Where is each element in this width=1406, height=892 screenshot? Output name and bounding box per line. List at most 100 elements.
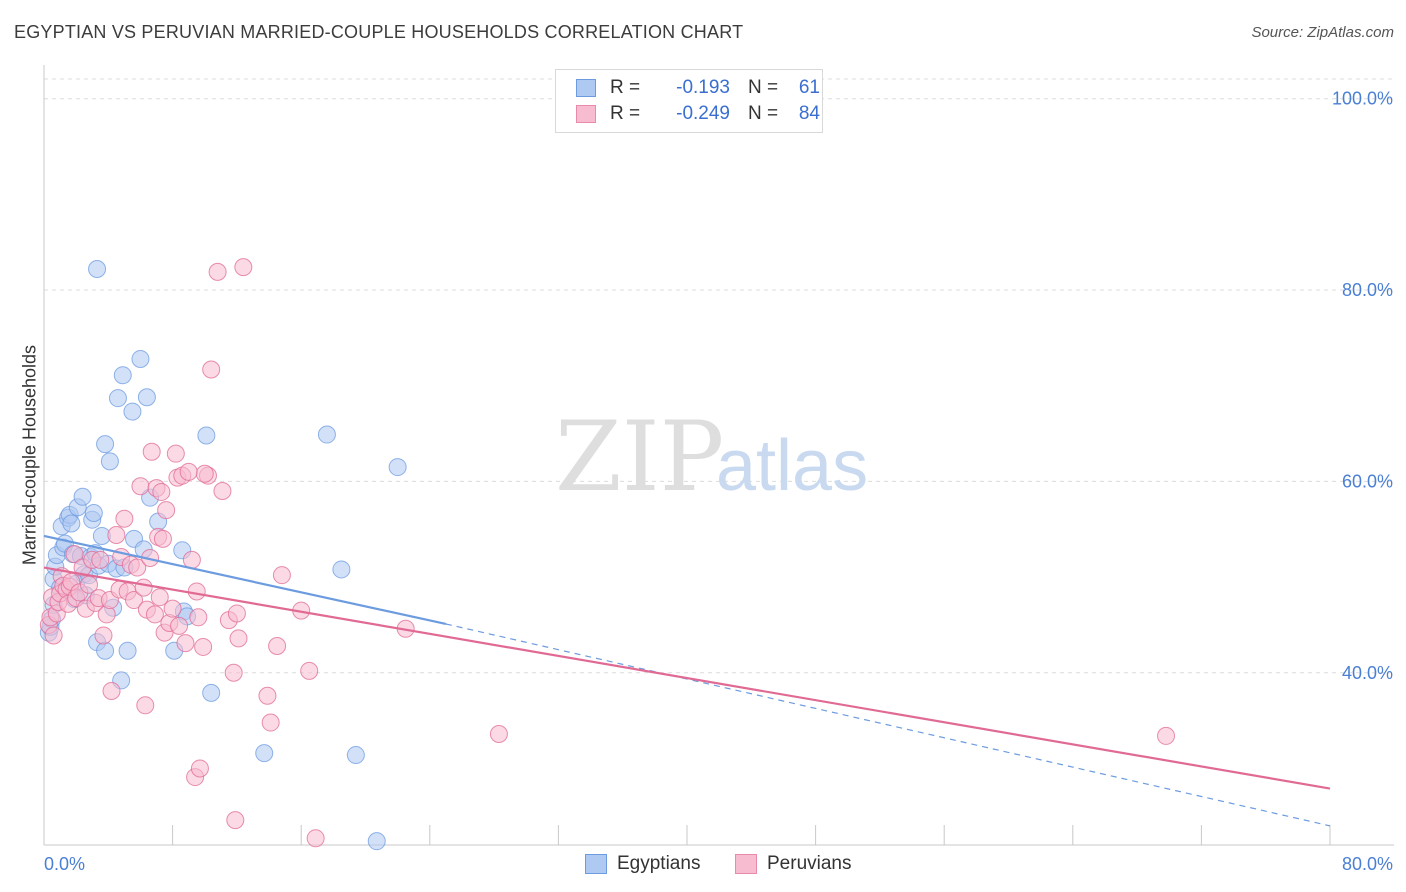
watermark-zip: ZIP xyxy=(555,401,724,513)
y-tick-label: 80.0% xyxy=(1342,280,1393,300)
legend-n-label: N = xyxy=(748,103,779,124)
bottom-legend-label: Peruvians xyxy=(767,853,852,874)
legend-row-peruvians: R = -0.249 N = 84 xyxy=(576,102,820,126)
tick-labels: 40.0% 60.0% 80.0% 100.0% 0.0% 80.0% xyxy=(44,89,1393,874)
point-peruvians xyxy=(142,442,161,461)
chart-title: EGYPTIAN VS PERUVIAN MARRIED-COUPLE HOUS… xyxy=(14,22,744,42)
bottom-legend-egyptians: Egyptians xyxy=(585,852,700,876)
data-points xyxy=(39,258,1176,851)
point-peruvians xyxy=(224,663,243,682)
legend-swatch-egyptians xyxy=(576,79,596,97)
point-peruvians xyxy=(195,464,214,483)
point-egyptians xyxy=(96,435,115,454)
point-peruvians xyxy=(102,681,121,700)
point-peruvians xyxy=(227,604,246,623)
point-egyptians xyxy=(113,366,132,385)
point-peruvians xyxy=(176,634,195,653)
legend-swatch-peruvians xyxy=(576,105,596,123)
point-peruvians xyxy=(166,444,185,463)
trend-line-peruvians xyxy=(43,566,1331,790)
point-egyptians xyxy=(317,425,336,444)
point-peruvians xyxy=(157,501,176,520)
point-peruvians xyxy=(179,462,198,481)
point-peruvians xyxy=(226,811,245,830)
trend-lines xyxy=(43,534,1331,827)
point-egyptians xyxy=(108,389,127,408)
point-egyptians xyxy=(96,641,115,660)
point-peruvians xyxy=(268,636,287,655)
legend-r-label: R = xyxy=(610,103,641,124)
point-peruvians xyxy=(170,616,189,635)
legend-r-label: R = xyxy=(610,77,641,98)
point-egyptians xyxy=(332,560,351,579)
point-egyptians xyxy=(84,503,103,522)
point-peruvians xyxy=(153,529,172,548)
bottom-legend-swatch-egyptians xyxy=(585,854,607,874)
point-peruvians xyxy=(134,578,153,597)
bottom-legend-peruvians: Peruvians xyxy=(735,852,852,876)
point-egyptians xyxy=(255,744,274,763)
point-peruvians xyxy=(1157,726,1176,745)
point-peruvians xyxy=(213,481,232,500)
x-tick-label: 0.0% xyxy=(44,854,85,874)
y-tick-label: 40.0% xyxy=(1342,663,1393,683)
point-peruvians xyxy=(489,725,508,744)
point-egyptians xyxy=(88,260,107,279)
legend-n-value: 61 xyxy=(798,77,820,98)
watermark-atlas: atlas xyxy=(716,426,868,506)
point-egyptians xyxy=(137,388,156,407)
axes xyxy=(43,65,1394,846)
watermark: ZIP atlas xyxy=(555,401,868,513)
point-peruvians xyxy=(115,509,134,528)
point-peruvians xyxy=(234,258,253,277)
y-tick-label: 100.0% xyxy=(1332,89,1393,109)
point-egyptians xyxy=(118,641,137,660)
legend-n-label: N = xyxy=(748,77,779,98)
chart-source: Source: ZipAtlas.com xyxy=(1251,24,1394,41)
point-peruvians xyxy=(152,482,171,501)
point-peruvians xyxy=(128,558,147,577)
point-peruvians xyxy=(65,545,84,564)
correlation-legend: R = -0.193 N = 61 R = -0.249 N = 84 xyxy=(555,69,823,133)
point-egyptians xyxy=(367,832,386,851)
point-peruvians xyxy=(125,591,144,610)
point-peruvians xyxy=(91,550,110,569)
point-egyptians xyxy=(62,514,81,533)
grid-lines xyxy=(44,78,1394,674)
point-peruvians xyxy=(145,605,164,624)
point-peruvians xyxy=(202,360,221,379)
point-egyptians xyxy=(73,487,92,506)
point-peruvians xyxy=(261,713,280,732)
point-peruvians xyxy=(272,566,291,585)
point-egyptians xyxy=(131,349,150,368)
point-egyptians xyxy=(202,683,221,702)
legend-r-value: -0.249 xyxy=(676,103,730,124)
point-peruvians xyxy=(187,582,206,601)
point-peruvians xyxy=(182,550,201,569)
point-peruvians xyxy=(229,629,248,648)
point-peruvians xyxy=(306,829,325,848)
point-egyptians xyxy=(100,452,119,471)
point-egyptians xyxy=(197,426,216,445)
y-tick-label: 60.0% xyxy=(1342,471,1393,491)
bottom-legend-label: Egyptians xyxy=(617,853,701,874)
trend-extension-egyptians xyxy=(445,623,1331,827)
legend-row-egyptians: R = -0.193 N = 61 xyxy=(576,76,820,100)
legend-n-value: 84 xyxy=(798,103,820,124)
point-peruvians xyxy=(44,626,63,645)
point-peruvians xyxy=(258,686,277,705)
point-peruvians xyxy=(189,608,208,627)
bottom-legend-swatch-peruvians xyxy=(735,854,757,874)
point-peruvians xyxy=(163,599,182,618)
trend-line-egyptians xyxy=(43,534,447,626)
point-peruvians xyxy=(190,759,209,778)
point-peruvians xyxy=(136,696,155,715)
legend-r-value: -0.193 xyxy=(676,77,730,98)
point-peruvians xyxy=(107,526,126,544)
point-egyptians xyxy=(388,458,407,477)
point-peruvians xyxy=(208,262,227,281)
point-peruvians xyxy=(150,588,169,607)
point-peruvians xyxy=(300,661,319,680)
point-peruvians xyxy=(94,626,113,645)
